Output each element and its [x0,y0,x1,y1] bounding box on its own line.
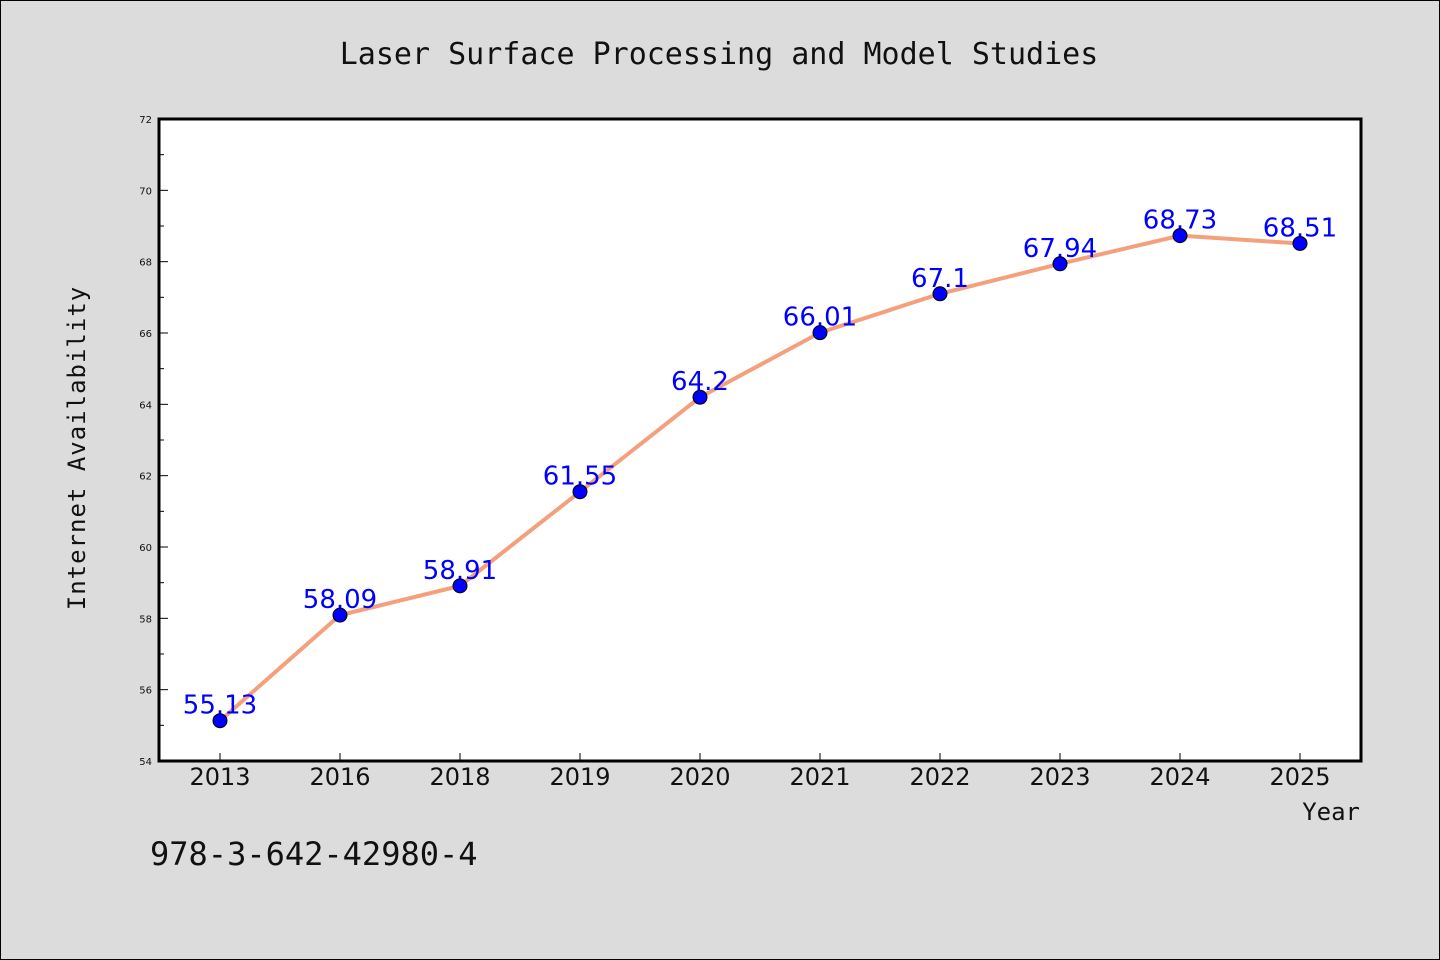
x-tick-label: 2013 [189,763,250,791]
x-axis: 2013 2016 2018 2019 2020 2021 2022 2023 2024 2025 [189,753,1331,791]
y-tick-label: 58 [139,614,152,625]
x-tick-label: 2023 [1029,763,1090,791]
x-tick-label: 2024 [1149,763,1210,791]
series-line [218,233,1301,723]
x-tick-label: 2016 [309,763,370,791]
y-tick-label: 62 [139,472,152,483]
y-tick-label: 68 [139,258,152,269]
y-tick-label: 72 [139,115,152,126]
y-tick-label: 54 [139,757,152,768]
plot-area [157,117,1363,763]
data-point [1052,256,1068,272]
x-tick-label: 2021 [789,763,850,791]
data-point [932,286,948,302]
y-tick-label: 70 [139,186,152,197]
y-axis-label: Internet Availability [63,286,91,610]
isbn-text: 978-3-642-42980-4 [150,835,478,873]
data-point [332,607,348,623]
x-axis-label: Year [1302,798,1360,826]
x-tick-label: 2020 [669,763,730,791]
x-tick-label: 2025 [1269,763,1330,791]
series-group: 55.1358.0958.9161.5564.266.0167.167.9468… [183,206,1337,729]
x-tick-label: 2018 [429,763,490,791]
data-point [812,325,828,341]
x-tick-label: 2019 [549,763,610,791]
y-tick-label: 60 [139,543,152,554]
data-point [572,484,588,500]
data-point [452,578,468,594]
y-tick-label: 56 [139,686,152,697]
data-point [1172,228,1188,244]
data-point [1292,235,1308,251]
chart-title: Laser Surface Processing and Model Studi… [340,37,1099,72]
y-tick-label: 66 [139,329,152,340]
data-point [212,713,228,729]
y-tick-label: 64 [139,400,152,411]
y-axis: 54 56 58 60 62 64 66 68 70 72 [139,115,168,768]
data-point [692,389,708,405]
x-tick-label: 2022 [909,763,970,791]
